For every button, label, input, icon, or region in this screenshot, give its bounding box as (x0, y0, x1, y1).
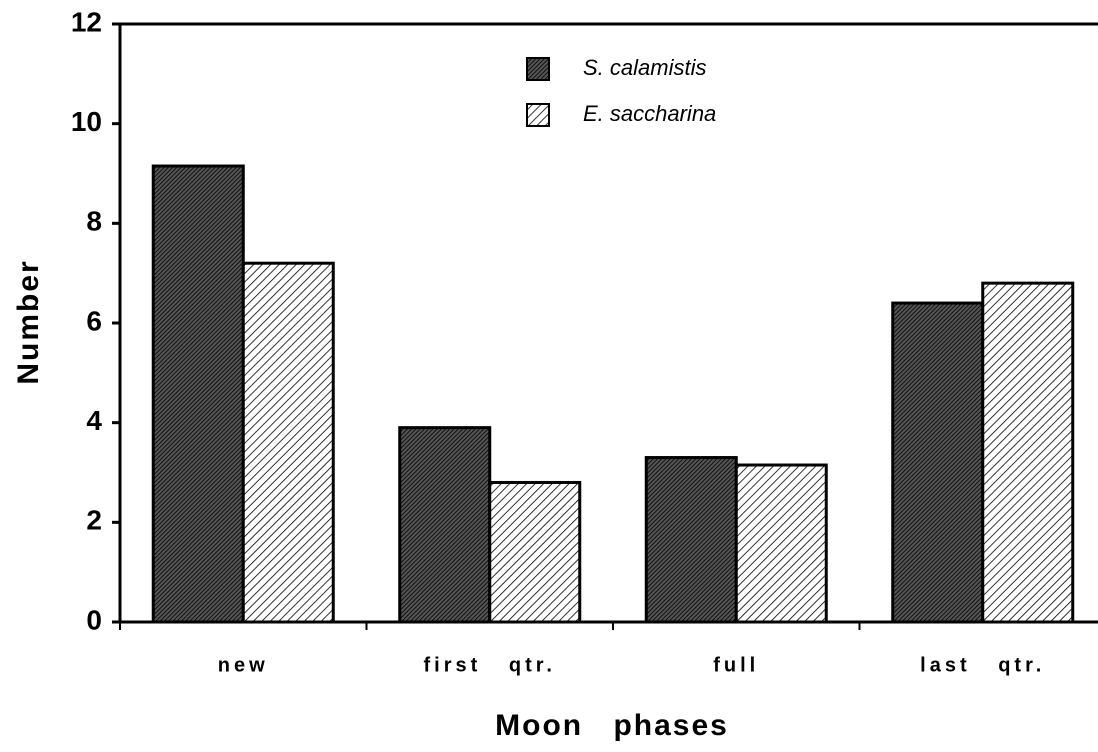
y-tick-label: 8 (86, 206, 102, 237)
bar (644, 456, 738, 624)
x-tick-label: new (218, 654, 269, 676)
x-tick-label: full (713, 654, 759, 676)
legend-swatch (526, 103, 550, 127)
y-tick-label: 6 (86, 305, 102, 336)
legend-label: S. calamistis (583, 55, 706, 80)
y-tick-label: 10 (71, 106, 102, 137)
bar (488, 480, 582, 624)
bar (151, 164, 245, 624)
bar (981, 281, 1075, 624)
y-axis-title: Number (12, 259, 45, 384)
bar (241, 261, 335, 624)
legend-swatch (526, 57, 550, 81)
x-axis-title: Moon phases (495, 709, 729, 742)
y-tick-label: 4 (86, 405, 102, 436)
bar (398, 426, 492, 624)
x-tick-label: first qtr. (424, 654, 556, 676)
x-tick-label: last qtr. (920, 654, 1045, 676)
y-tick-label: 2 (86, 505, 102, 536)
legend-label: E. saccharina (583, 101, 716, 126)
bar (734, 463, 828, 624)
y-tick-label: 12 (71, 6, 102, 37)
bar (891, 301, 985, 624)
y-tick-label: 0 (86, 604, 102, 635)
